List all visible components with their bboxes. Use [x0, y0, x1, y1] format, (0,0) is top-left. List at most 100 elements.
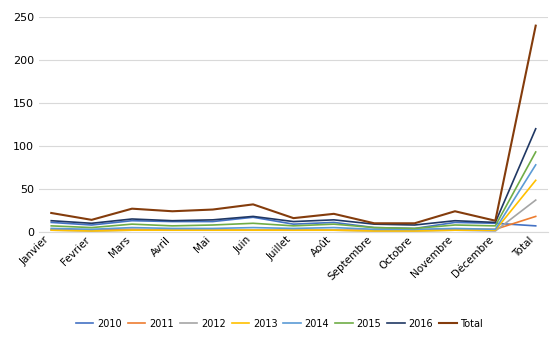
Line: 2014: 2014 — [51, 165, 536, 229]
2015 — [129, 222, 135, 226]
2011 — [411, 228, 418, 232]
Total — [210, 207, 216, 211]
Total — [290, 216, 297, 220]
2014 — [250, 225, 257, 229]
2010 — [48, 220, 55, 224]
2015 — [250, 221, 257, 225]
2011 — [250, 228, 257, 232]
2010 — [452, 220, 458, 224]
2015 — [210, 223, 216, 227]
2010 — [411, 226, 418, 231]
2011 — [371, 228, 377, 232]
2015 — [532, 150, 539, 154]
2011 — [492, 227, 499, 231]
2013 — [210, 228, 216, 232]
2011 — [210, 228, 216, 232]
2016 — [452, 219, 458, 223]
Total — [129, 207, 135, 211]
Line: Total: Total — [51, 26, 536, 223]
2010 — [169, 220, 176, 224]
2012 — [330, 228, 337, 232]
2013 — [411, 229, 418, 233]
2012 — [250, 228, 257, 232]
Total — [411, 221, 418, 225]
Line: 2012: 2012 — [51, 200, 536, 231]
2014 — [129, 225, 135, 229]
2011 — [48, 227, 55, 231]
2016 — [492, 220, 499, 224]
2013 — [250, 228, 257, 232]
Total — [532, 24, 539, 28]
2013 — [371, 229, 377, 233]
2014 — [411, 227, 418, 231]
Line: 2010: 2010 — [51, 217, 536, 228]
2016 — [411, 223, 418, 227]
2012 — [290, 228, 297, 232]
2013 — [48, 228, 55, 232]
2016 — [129, 217, 135, 221]
2015 — [371, 225, 377, 229]
Total — [48, 211, 55, 215]
Legend: 2010, 2011, 2012, 2013, 2014, 2015, 2016, Total: 2010, 2011, 2012, 2013, 2014, 2015, 2016… — [72, 315, 487, 333]
2011 — [330, 228, 337, 232]
2013 — [129, 228, 135, 232]
2014 — [532, 163, 539, 167]
2011 — [88, 228, 95, 232]
2013 — [452, 228, 458, 232]
2015 — [290, 224, 297, 228]
2013 — [532, 178, 539, 182]
2016 — [371, 222, 377, 226]
2015 — [48, 224, 55, 228]
2014 — [371, 227, 377, 231]
Total — [492, 219, 499, 223]
2014 — [330, 225, 337, 229]
2010 — [250, 215, 257, 219]
2014 — [492, 227, 499, 231]
Line: 2015: 2015 — [51, 152, 536, 228]
2011 — [129, 227, 135, 231]
2013 — [330, 228, 337, 232]
2012 — [371, 229, 377, 233]
2013 — [290, 228, 297, 232]
2013 — [169, 228, 176, 232]
Total — [452, 209, 458, 213]
2012 — [452, 228, 458, 232]
2012 — [169, 228, 176, 232]
Line: 2016: 2016 — [51, 129, 536, 225]
2011 — [532, 214, 539, 219]
2016 — [169, 219, 176, 223]
Line: 2011: 2011 — [51, 217, 536, 230]
2016 — [290, 220, 297, 224]
2015 — [169, 224, 176, 228]
2016 — [210, 218, 216, 222]
2010 — [88, 223, 95, 227]
2011 — [169, 228, 176, 232]
2012 — [88, 229, 95, 233]
2015 — [411, 226, 418, 231]
2010 — [210, 220, 216, 224]
2014 — [290, 226, 297, 231]
2014 — [210, 226, 216, 231]
Total — [88, 218, 95, 222]
2010 — [492, 221, 499, 225]
2012 — [129, 228, 135, 232]
Total — [371, 221, 377, 225]
2011 — [290, 228, 297, 232]
2012 — [492, 229, 499, 233]
2014 — [452, 226, 458, 231]
2016 — [250, 214, 257, 219]
2016 — [330, 218, 337, 222]
Line: 2013: 2013 — [51, 180, 536, 231]
2010 — [330, 220, 337, 224]
2011 — [452, 227, 458, 231]
2015 — [330, 222, 337, 226]
2012 — [210, 228, 216, 232]
2014 — [88, 227, 95, 231]
2016 — [88, 221, 95, 225]
Total — [169, 209, 176, 213]
2016 — [532, 127, 539, 131]
2010 — [532, 224, 539, 228]
2010 — [290, 222, 297, 226]
2010 — [129, 219, 135, 223]
Total — [250, 202, 257, 206]
